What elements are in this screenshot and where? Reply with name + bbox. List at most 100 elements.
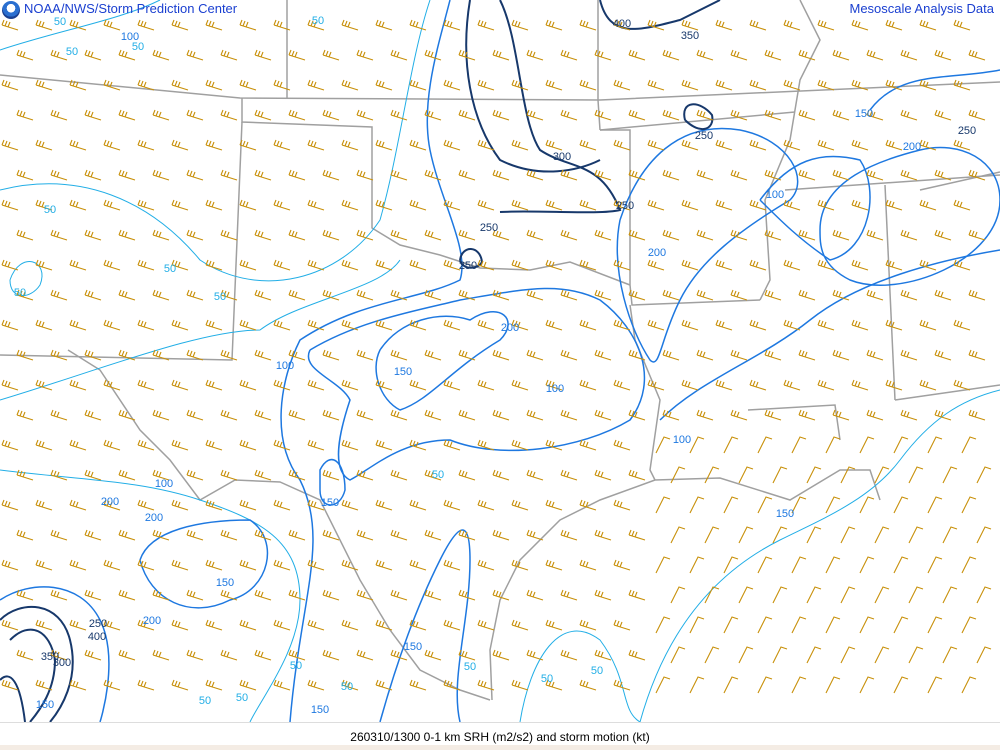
wind-barb: [118, 349, 136, 361]
wind-barb: [647, 319, 665, 331]
wind-barb: [307, 679, 325, 691]
wind-barb: [764, 409, 782, 421]
wind-barb: [866, 289, 884, 301]
wind-barb: [239, 559, 257, 571]
wind-barb: [893, 556, 909, 574]
wind-barb: [526, 109, 544, 121]
wind-barb: [560, 649, 578, 661]
border-line: [599, 111, 796, 131]
wind-barb: [976, 526, 992, 544]
wind-barb: [458, 649, 476, 661]
wind-barb: [492, 289, 510, 301]
wind-barb: [424, 529, 442, 541]
wind-barb: [84, 229, 102, 241]
wind-barb: [137, 439, 155, 451]
wind-barb: [919, 379, 937, 391]
wind-barb: [356, 589, 374, 601]
wind-barb: [409, 259, 427, 271]
wind-barb: [492, 349, 510, 361]
wind-barb: [704, 526, 720, 544]
wind-barb: [477, 559, 495, 571]
wind-barb: [545, 259, 563, 271]
srh-contour-line: [379, 529, 471, 722]
wind-barb: [322, 289, 340, 301]
contour-label: 50: [236, 692, 248, 704]
wind-barb: [579, 139, 597, 151]
srh-contour-line: [0, 606, 74, 722]
wind-barb: [458, 529, 476, 541]
coastline: [489, 469, 881, 701]
wind-barb: [50, 649, 68, 661]
wind-barb: [730, 349, 748, 361]
wind-barb: [579, 559, 597, 571]
wind-barb: [307, 439, 325, 451]
wind-barb: [288, 109, 306, 121]
wind-barb: [866, 49, 884, 61]
wind-barb: [662, 409, 680, 421]
wind-barb: [715, 19, 733, 31]
contour-label: 300: [553, 151, 571, 163]
wind-barb: [492, 49, 510, 61]
wind-barb: [239, 19, 257, 31]
wind-barb: [764, 49, 782, 61]
contour-label: 200: [101, 496, 119, 508]
wind-barb: [511, 139, 529, 151]
wind-barb: [526, 289, 544, 301]
wind-barb: [840, 466, 856, 484]
wind-barb: [152, 649, 170, 661]
wind-barb: [288, 289, 306, 301]
wind-barb: [715, 319, 733, 331]
wind-barb: [103, 259, 121, 271]
wind-barb: [69, 619, 87, 631]
wind-barb: [239, 319, 257, 331]
wind-barb: [50, 589, 68, 601]
wind-barb: [35, 379, 53, 391]
srh-contour-line: [499, 0, 622, 214]
wind-barb: [866, 229, 884, 241]
wind-barb: [738, 526, 754, 544]
wind-barb: [409, 499, 427, 511]
wind-barb: [783, 19, 801, 31]
wind-barb: [772, 526, 788, 544]
wind-barb: [560, 529, 578, 541]
contour-label: 400: [88, 631, 106, 643]
wind-barb: [424, 49, 442, 61]
wind-barb: [307, 379, 325, 391]
wind-barb: [492, 109, 510, 121]
wind-barb: [137, 79, 155, 91]
contour-label: 100: [121, 31, 139, 43]
wind-barb: [477, 679, 495, 691]
wind-barb: [859, 616, 875, 634]
wind-barb: [443, 619, 461, 631]
wind-barb: [171, 259, 189, 271]
wind-barb: [545, 139, 563, 151]
wind-barb: [704, 586, 720, 604]
wind-barb: [594, 109, 612, 121]
wind-barb: [526, 649, 544, 661]
wind-barb: [341, 439, 359, 451]
wind-barb: [288, 409, 306, 421]
wind-barb: [613, 559, 631, 571]
wind-barb: [874, 646, 890, 664]
wind-barb: [681, 19, 699, 31]
wind-barb: [783, 79, 801, 91]
wind-barb: [492, 529, 510, 541]
wind-barb: [16, 109, 34, 121]
wind-barb: [186, 109, 204, 121]
wind-barb: [817, 19, 835, 31]
wind-barb: [961, 616, 977, 634]
wind-barb: [16, 409, 34, 421]
wind-barb: [696, 49, 714, 61]
wind-barb: [749, 259, 767, 271]
wind-barb: [171, 619, 189, 631]
border-line: [884, 184, 896, 401]
wind-barb: [798, 289, 816, 301]
wind-barb: [874, 466, 890, 484]
wind-barb: [1, 259, 19, 271]
wind-barb: [375, 559, 393, 571]
contour-label: 50: [66, 46, 78, 58]
wind-barb: [16, 289, 34, 301]
wind-barb: [239, 139, 257, 151]
wind-barb: [69, 199, 87, 211]
